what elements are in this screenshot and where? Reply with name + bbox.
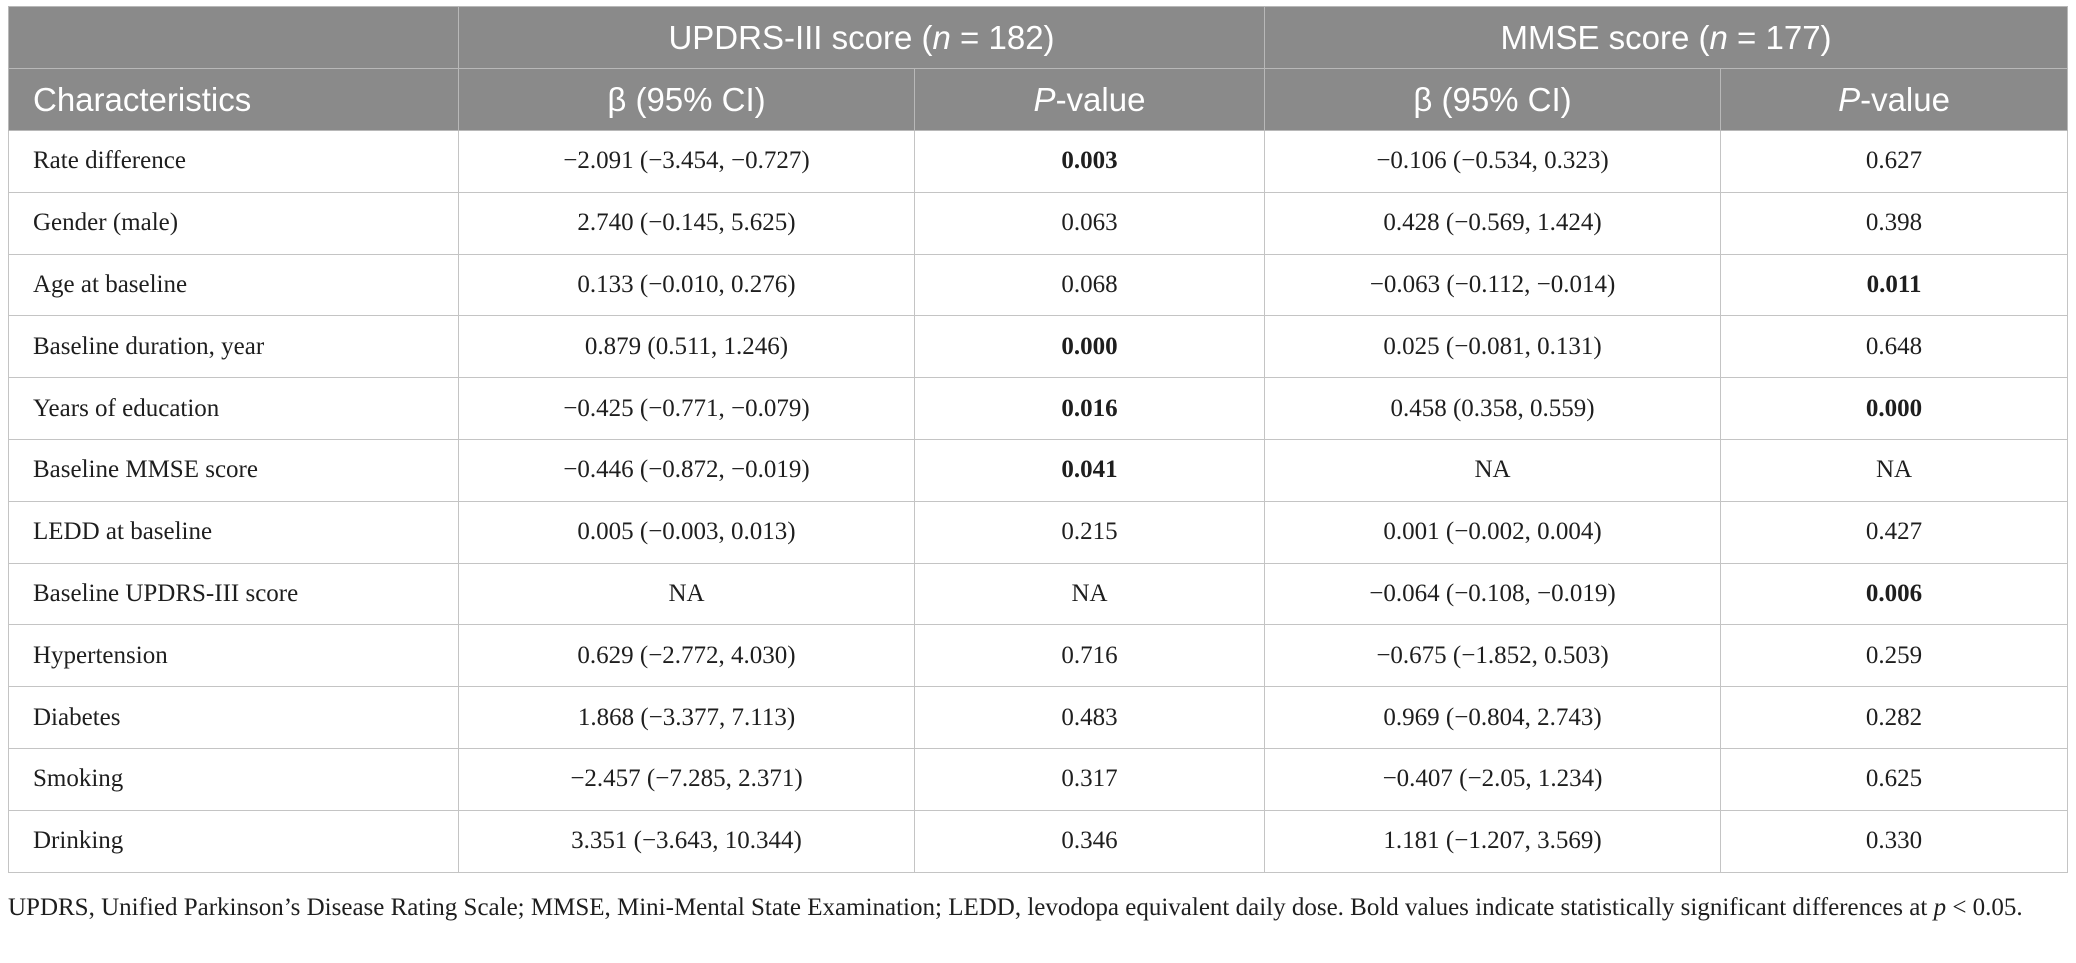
group-header-row: UPDRS-III score (n = 182) MMSE score (n … bbox=[8, 6, 2069, 69]
updrs-p-value-header: P-value bbox=[913, 68, 1266, 131]
characteristic-cell: Diabetes bbox=[8, 686, 459, 749]
table-row: Diabetes 1.868 (−3.377, 7.113) 0.483 0.969 … bbox=[8, 686, 2069, 749]
table-body: Rate difference −2.091 (−3.454, −0.727) 0.… bbox=[8, 130, 2069, 873]
mmse-beta-cell: −0.064 (−0.108, −0.019) bbox=[1264, 562, 1722, 626]
characteristics-header: Characteristics bbox=[8, 68, 459, 131]
table-header: UPDRS-III score (n = 182) MMSE score (n … bbox=[8, 6, 2069, 131]
updrs-beta-cell: 3.351 (−3.643, 10.344) bbox=[458, 809, 915, 873]
mmse-p-value-cell: 0.282 bbox=[1720, 686, 2069, 749]
table-row: Baseline UPDRS-III score NA NA −0.064 (−0.1… bbox=[8, 562, 2069, 626]
updrs-beta-cell: −2.091 (−3.454, −0.727) bbox=[458, 130, 915, 193]
updrs-p-value-cell: NA bbox=[913, 562, 1266, 626]
mmse-p-value-cell: 0.000 bbox=[1720, 377, 2069, 440]
mmse-p-value-cell: 0.330 bbox=[1720, 809, 2069, 873]
updrs-p-value-cell: 0.716 bbox=[913, 624, 1266, 688]
table-row: Drinking 3.351 (−3.643, 10.344) 0.346 1.181… bbox=[8, 809, 2069, 873]
mmse-p-value-cell: 0.648 bbox=[1720, 315, 2069, 379]
table-row: LEDD at baseline 0.005 (−0.003, 0.013) 0.2… bbox=[8, 500, 2069, 564]
mmse-beta-cell: 1.181 (−1.207, 3.569) bbox=[1264, 809, 1722, 873]
updrs-p-value-cell: 0.068 bbox=[913, 253, 1266, 317]
updrs-beta-cell: 0.629 (−2.772, 4.030) bbox=[458, 624, 915, 688]
characteristic-cell: Baseline duration, year bbox=[8, 315, 459, 379]
table-footnote: UPDRS, Unified Parkinson’s Disease Ratin… bbox=[8, 894, 2023, 921]
mmse-p-value-cell: 0.011 bbox=[1720, 253, 2069, 317]
updrs-beta-header: β (95% CI) bbox=[458, 68, 915, 131]
updrs-group-header: UPDRS-III score (n = 182) bbox=[457, 6, 1266, 69]
characteristic-cell: Baseline MMSE score bbox=[8, 438, 459, 502]
mmse-beta-cell: 0.428 (−0.569, 1.424) bbox=[1264, 191, 1722, 255]
mmse-p-value-cell: 0.006 bbox=[1720, 562, 2069, 626]
header-corner-cell bbox=[8, 6, 459, 69]
mmse-beta-cell: −0.063 (−0.112, −0.014) bbox=[1264, 253, 1722, 317]
updrs-beta-cell: 2.740 (−0.145, 5.625) bbox=[458, 191, 915, 255]
mmse-beta-header: β (95% CI) bbox=[1264, 68, 1722, 131]
mmse-beta-cell: −0.675 (−1.852, 0.503) bbox=[1264, 624, 1722, 688]
table-row: Rate difference −2.091 (−3.454, −0.727) 0.… bbox=[8, 130, 2069, 193]
updrs-beta-cell: 0.133 (−0.010, 0.276) bbox=[458, 253, 915, 317]
mmse-beta-cell: −0.407 (−2.05, 1.234) bbox=[1264, 747, 1722, 811]
updrs-p-value-cell: 0.003 bbox=[913, 130, 1266, 193]
characteristic-cell: Years of education bbox=[8, 377, 459, 440]
mmse-beta-cell: 0.025 (−0.081, 0.131) bbox=[1264, 315, 1722, 379]
updrs-beta-cell: −0.425 (−0.771, −0.079) bbox=[458, 377, 915, 440]
mmse-beta-cell: 0.969 (−0.804, 2.743) bbox=[1264, 686, 1722, 749]
table-row: Baseline MMSE score −0.446 (−0.872, −0.01… bbox=[8, 438, 2069, 502]
mmse-p-value-cell: 0.427 bbox=[1720, 500, 2069, 564]
table-row: Age at baseline 0.133 (−0.010, 0.276) 0.06… bbox=[8, 253, 2069, 317]
table-row: Years of education −0.425 (−0.771, −0.079… bbox=[8, 377, 2069, 440]
characteristic-cell: Drinking bbox=[8, 809, 459, 873]
mmse-p-value-cell: 0.259 bbox=[1720, 624, 2069, 688]
updrs-p-value-cell: 0.215 bbox=[913, 500, 1266, 564]
column-header-row: Characteristics β (95% CI) P-value β (95… bbox=[8, 68, 2069, 131]
characteristic-cell: Hypertension bbox=[8, 624, 459, 688]
table-row: Hypertension 0.629 (−2.772, 4.030) 0.716 −0… bbox=[8, 624, 2069, 688]
mmse-p-value-cell: 0.627 bbox=[1720, 130, 2069, 193]
table-row: Baseline duration, year 0.879 (0.511, 1.2… bbox=[8, 315, 2069, 379]
updrs-p-value-cell: 0.000 bbox=[913, 315, 1266, 379]
updrs-beta-cell: 1.868 (−3.377, 7.113) bbox=[458, 686, 915, 749]
table-row: Gender (male) 2.740 (−0.145, 5.625) 0.063 0… bbox=[8, 191, 2069, 255]
updrs-p-value-cell: 0.483 bbox=[913, 686, 1266, 749]
updrs-p-value-cell: 0.063 bbox=[913, 191, 1266, 255]
mmse-p-value-header: P-value bbox=[1720, 68, 2069, 131]
mmse-beta-cell: 0.001 (−0.002, 0.004) bbox=[1264, 500, 1722, 564]
characteristic-cell: Rate difference bbox=[8, 130, 459, 193]
updrs-p-value-cell: 0.346 bbox=[913, 809, 1266, 873]
updrs-beta-cell: −0.446 (−0.872, −0.019) bbox=[458, 438, 915, 502]
table-row: Smoking −2.457 (−7.285, 2.371) 0.317 −0.407… bbox=[8, 747, 2069, 811]
characteristic-cell: Smoking bbox=[8, 747, 459, 811]
mmse-group-header: MMSE score (n = 177) bbox=[1264, 6, 2069, 69]
characteristic-cell: Gender (male) bbox=[8, 191, 459, 255]
mmse-beta-cell: −0.106 (−0.534, 0.323) bbox=[1264, 130, 1722, 193]
mmse-p-value-cell: 0.398 bbox=[1720, 191, 2069, 255]
mmse-p-value-cell: 0.625 bbox=[1720, 747, 2069, 811]
updrs-p-value-cell: 0.317 bbox=[913, 747, 1266, 811]
mmse-beta-cell: 0.458 (0.358, 0.559) bbox=[1264, 377, 1722, 440]
characteristic-cell: LEDD at baseline bbox=[8, 500, 459, 564]
updrs-beta-cell: 0.879 (0.511, 1.246) bbox=[458, 315, 915, 379]
updrs-beta-cell: 0.005 (−0.003, 0.013) bbox=[458, 500, 915, 564]
regression-table: UPDRS-III score (n = 182) MMSE score (n … bbox=[8, 6, 2069, 873]
characteristic-cell: Age at baseline bbox=[8, 253, 459, 317]
characteristic-cell: Baseline UPDRS-III score bbox=[8, 562, 459, 626]
updrs-p-value-cell: 0.016 bbox=[913, 377, 1266, 440]
updrs-beta-cell: −2.457 (−7.285, 2.371) bbox=[458, 747, 915, 811]
updrs-p-value-cell: 0.041 bbox=[913, 438, 1266, 502]
mmse-beta-cell: NA bbox=[1264, 438, 1722, 502]
regression-table-container: UPDRS-III score (n = 182) MMSE score (n … bbox=[8, 6, 2069, 873]
updrs-beta-cell: NA bbox=[458, 562, 915, 626]
mmse-p-value-cell: NA bbox=[1720, 438, 2069, 502]
